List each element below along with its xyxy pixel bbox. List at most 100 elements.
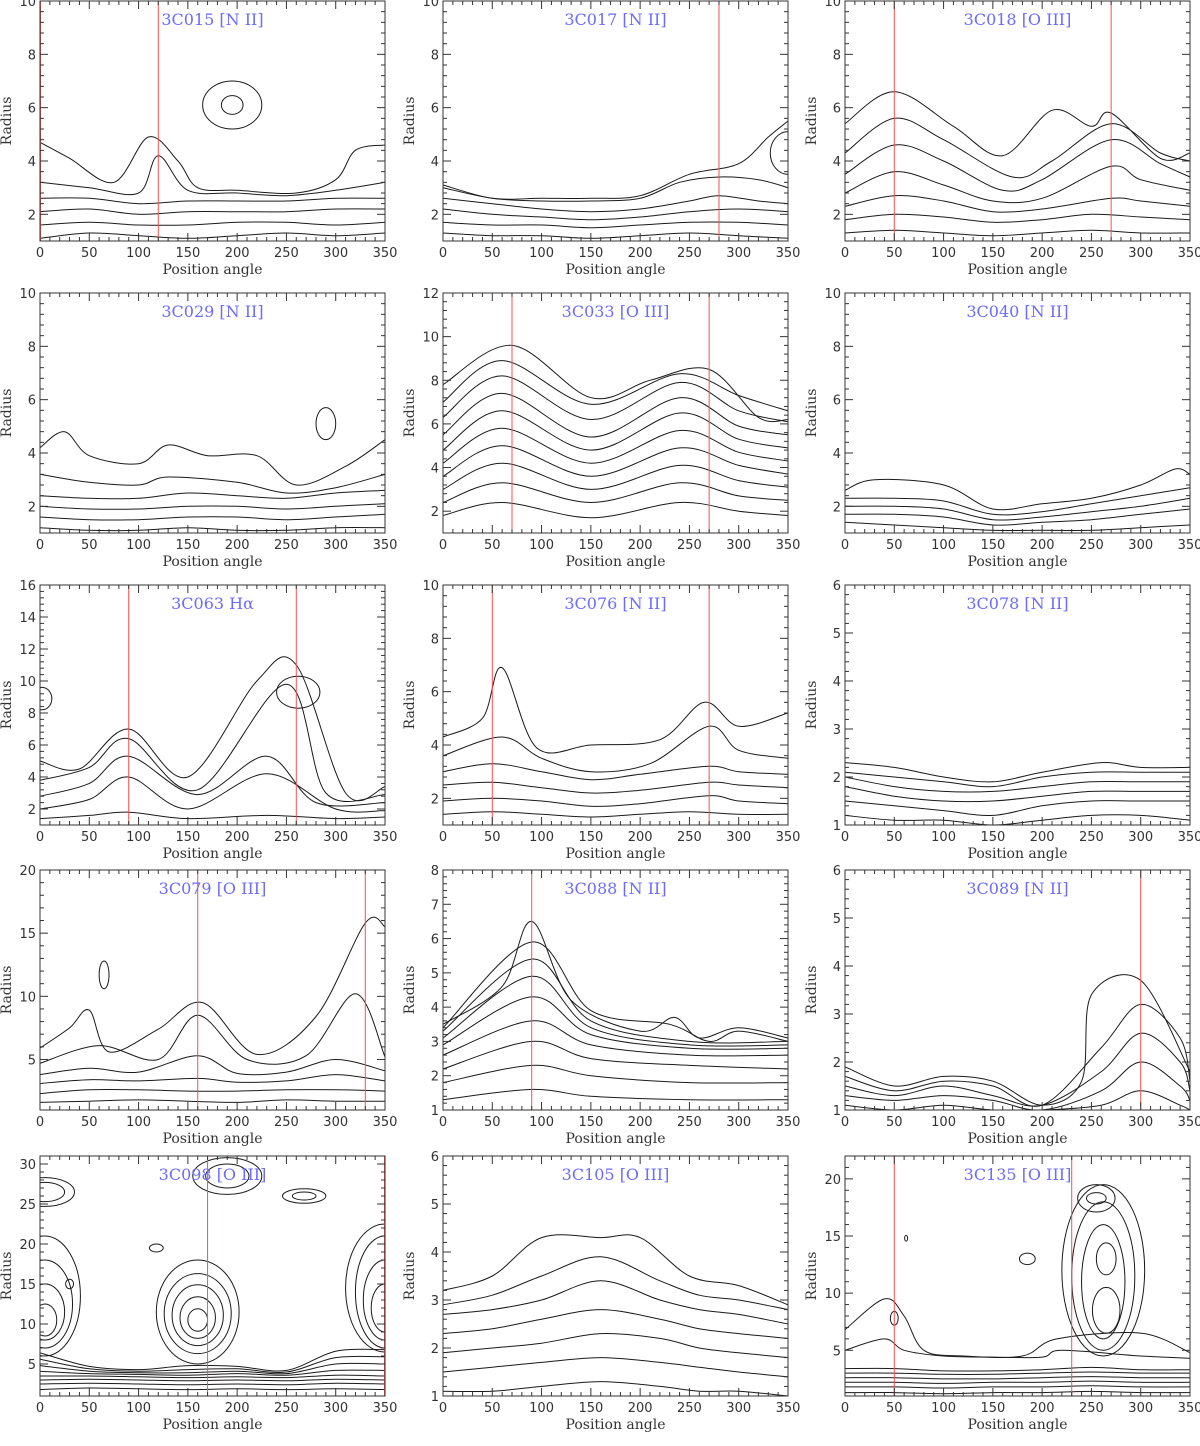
panel-title: 3C135 [O III] — [964, 1165, 1072, 1184]
x-tick-label: 50 — [81, 246, 98, 261]
x-tick-label: 350 — [1178, 538, 1200, 553]
x-tick-label: 250 — [1079, 1401, 1104, 1416]
y-tick-label: 8 — [431, 864, 439, 879]
chart-panel-3c078: 0 50 100 150 200 250 300 350 1 2 3 4 5 6 Position angl… — [804, 579, 1200, 862]
contour-c5 — [443, 725, 788, 773]
y-tick-label: 8 — [431, 374, 439, 389]
plot-frame — [844, 1155, 1191, 1397]
x-tick-label: 200 — [225, 246, 250, 261]
panel-title: 3C089 [N II] — [966, 879, 1068, 898]
contour-c6 — [845, 1366, 1190, 1372]
x-tick-label: 150 — [980, 830, 1005, 845]
y-tick-label: 2 — [431, 1342, 439, 1357]
contour-c6 — [845, 117, 1190, 179]
closed-contour-19 — [65, 1278, 75, 1290]
contour-c4 — [443, 195, 788, 213]
x-tick-label: 350 — [776, 246, 801, 261]
plot-area — [443, 293, 788, 533]
contour-c4 — [40, 197, 385, 205]
y-tick-label: 2 — [28, 803, 36, 818]
closed-contour-9 — [904, 1234, 909, 1242]
y-axis-label: Radius — [0, 966, 15, 1015]
x-axis-label: Position angle — [162, 262, 262, 278]
contour-c2 — [40, 221, 385, 226]
contour-c5 — [845, 771, 1190, 788]
x-tick-label: 350 — [373, 538, 398, 553]
x-tick-label: 250 — [1079, 538, 1104, 553]
y-tick-label: 1 — [431, 1104, 439, 1119]
x-tick-label: 250 — [274, 1115, 299, 1130]
y-tick-label: 10 — [824, 0, 841, 10]
closed-contour-2 — [171, 1284, 224, 1347]
plot-area — [40, 1156, 385, 1396]
y-tick-label: 30 — [19, 1158, 36, 1173]
x-tick-label: 150 — [980, 538, 1005, 553]
contour-c6 — [443, 667, 788, 754]
y-tick-label: 10 — [19, 1318, 36, 1333]
x-tick-label: 0 — [36, 1115, 44, 1130]
x-tick-label: 50 — [484, 1401, 501, 1416]
x-tick-label: 100 — [931, 1401, 956, 1416]
closed-contour-7 — [1061, 1184, 1146, 1357]
plot-area — [40, 407, 385, 532]
plot-area — [845, 1156, 1190, 1396]
contour-c5 — [40, 1369, 385, 1376]
x-tick-label: 300 — [323, 1401, 348, 1416]
x-tick-label: 300 — [726, 538, 751, 553]
x-axis-label: Position angle — [565, 846, 665, 862]
panel-title: 3C040 [N II] — [966, 302, 1068, 321]
y-tick-label: 15 — [19, 927, 36, 942]
panel-title: 3C076 [N II] — [564, 594, 666, 613]
contour-c7 — [443, 958, 788, 1044]
x-tick-label: 50 — [484, 538, 501, 553]
y-tick-label: 6 — [28, 739, 36, 754]
contour-c9 — [443, 920, 788, 1039]
panel-title: 3C078 [N II] — [966, 594, 1068, 613]
x-tick-label: 150 — [175, 1115, 200, 1130]
contour-c9 — [443, 360, 788, 412]
y-tick-label: 6 — [28, 394, 36, 409]
x-tick-label: 250 — [677, 1401, 702, 1416]
closed-contour-8 — [40, 1235, 81, 1357]
contour-c3 — [40, 1378, 385, 1382]
contour-c7 — [40, 1355, 385, 1373]
x-tick-label: 100 — [529, 1401, 554, 1416]
contour-c6 — [443, 410, 788, 451]
x-tick-label: 100 — [529, 538, 554, 553]
y-tick-label: 14 — [19, 611, 36, 626]
x-tick-label: 250 — [677, 1115, 702, 1130]
contour-c5 — [40, 993, 385, 1065]
contour-c8 — [443, 375, 788, 423]
chart-panel-3c029: 0 50 100 150 200 250 300 350 2 4 6 8 10 Position angl… — [0, 287, 398, 570]
contour-c5 — [845, 468, 1190, 511]
y-axis-label: Radius — [402, 97, 418, 146]
x-tick-label: 250 — [1079, 1115, 1104, 1130]
plot-frame — [844, 0, 1191, 242]
contour-c3 — [40, 208, 385, 215]
y-tick-label: 2 — [833, 208, 841, 223]
y-tick-label: 3 — [431, 1035, 439, 1050]
chart-panel-3c088: 0 50 100 150 200 250 300 350 1 2 3 4 5 6 7 8 Position an… — [402, 864, 800, 1147]
closed-contour-4 — [155, 1259, 240, 1365]
contour-c4 — [40, 1374, 385, 1379]
closed-contour-20 — [148, 1243, 164, 1253]
y-tick-label: 1 — [833, 819, 841, 834]
contour-c3 — [443, 1332, 788, 1359]
plot-frame — [442, 0, 789, 242]
plot-frame — [442, 1155, 789, 1397]
x-tick-label: 0 — [841, 1115, 849, 1130]
contour-c2 — [443, 1357, 788, 1378]
x-tick-label: 350 — [373, 246, 398, 261]
contour-c5 — [845, 139, 1190, 192]
contour-c3 — [40, 503, 385, 510]
contour-c1 — [443, 232, 788, 239]
plot-frame — [442, 292, 789, 534]
y-tick-label: 6 — [431, 933, 439, 948]
x-tick-label: 50 — [484, 830, 501, 845]
contour-c4 — [845, 776, 1190, 793]
y-tick-label: 4 — [28, 771, 36, 786]
contour-c6 — [40, 916, 385, 1055]
contour-c4 — [845, 487, 1190, 516]
x-tick-label: 300 — [1128, 538, 1153, 553]
x-tick-label: 350 — [373, 830, 398, 845]
